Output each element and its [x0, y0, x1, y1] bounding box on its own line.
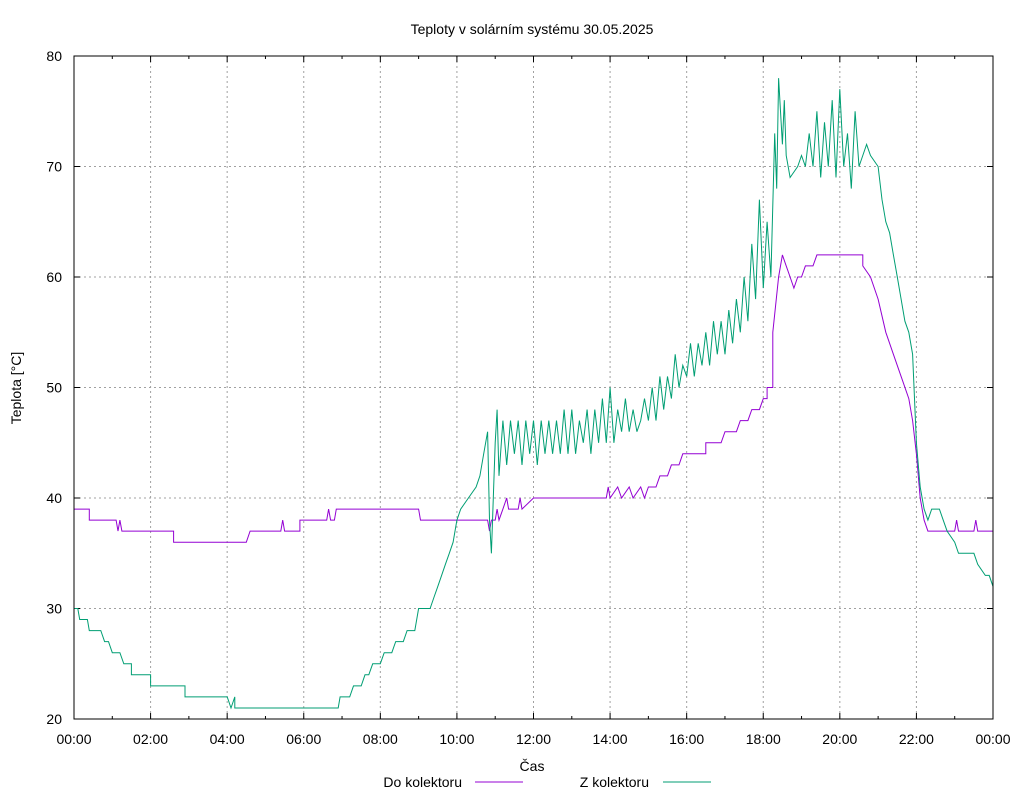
- x-tick-label: 14:00: [593, 731, 628, 747]
- plot-frame: [73, 55, 994, 720]
- series-line-1: [74, 254, 993, 543]
- y-tick-label: 20: [46, 711, 62, 727]
- legend-label: Z kolektoru: [580, 774, 649, 790]
- x-tick-label: 08:00: [363, 731, 398, 747]
- x-tick-label: 12:00: [516, 731, 551, 747]
- x-tick-label: 02:00: [133, 731, 168, 747]
- x-tick-label: 00:00: [975, 731, 1010, 747]
- chart-title: Teploty v solárním systému 30.05.2025: [411, 21, 654, 37]
- legend-label: Do kolektoru: [383, 774, 462, 790]
- grid-lines: [74, 56, 993, 719]
- x-tick-label: 10:00: [439, 731, 474, 747]
- x-tick-label: 06:00: [286, 731, 321, 747]
- y-tick-label: 60: [46, 269, 62, 285]
- x-axis-label: Čas: [520, 758, 545, 774]
- x-tick-label: 00:00: [56, 731, 91, 747]
- y-tick-label: 50: [46, 380, 62, 396]
- y-tick-label: 80: [46, 48, 62, 64]
- x-tick-label: 16:00: [669, 731, 704, 747]
- y-axis: 20 30 40 50 60 70 80: [46, 48, 993, 727]
- x-axis: 00:00 02:00 04:00 06:00 08:00 10:00 12:00 14:00…: [56, 56, 1011, 747]
- series-line-2: [74, 78, 994, 710]
- x-tick-label: 04:00: [210, 731, 245, 747]
- y-tick-label: 70: [46, 159, 62, 175]
- y-axis-label: Teplota [°C]: [8, 352, 24, 425]
- x-tick-label: 20:00: [822, 731, 857, 747]
- y-tick-label: 40: [46, 490, 62, 506]
- legend: Do kolektoru Z kolektoru: [383, 774, 711, 790]
- y-tick-label: 30: [46, 601, 62, 617]
- series-layer: [74, 78, 994, 710]
- x-tick-label: 22:00: [899, 731, 934, 747]
- x-tick-label: 18:00: [746, 731, 781, 747]
